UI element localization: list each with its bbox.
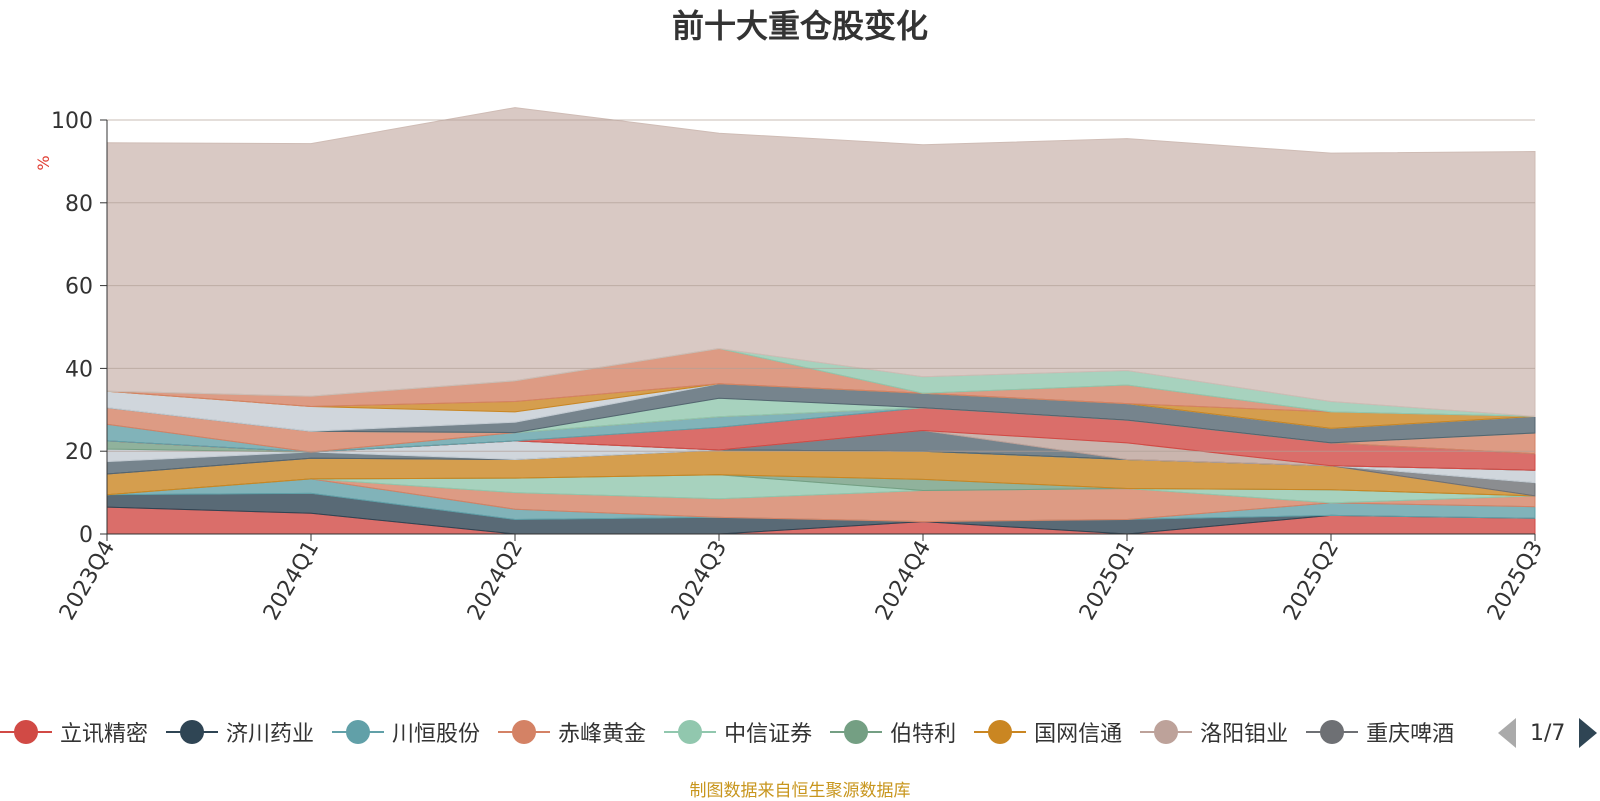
legend-marker-icon [664, 720, 717, 744]
legend-label: 伯特利 [890, 722, 957, 747]
area-series-23 [106, 107, 1536, 417]
legend-marker-icon [498, 720, 551, 744]
legend-items: 立讯精密 济川药业 川恒股份 赤峰黄金 中信证券 伯特利 国网信通 洛阳钼业 重庆啤酒 [0, 712, 1472, 752]
legend-item[interactable]: 中信证券 [664, 716, 812, 748]
legend-item[interactable]: 川恒股份 [332, 716, 480, 748]
x-tick-label: 2025Q1 [1075, 537, 1140, 625]
legend-marker-icon [166, 720, 219, 744]
legend-label: 洛阳钼业 [1200, 722, 1289, 747]
stacked-area-chart: 前十大重仓股变化 % 0 20 40 60 80 100 2023Q4 2024Q1 2024Q… [34, 7, 1548, 625]
legend-prev-page-icon[interactable] [1498, 718, 1516, 748]
legend: 立讯精密 济川药业 川恒股份 赤峰黄金 中信证券 伯特利 国网信通 洛阳钼业 重庆啤酒 [0, 712, 1482, 752]
y-tick-label: 20 [65, 440, 93, 465]
legend-pager: 1/7 [1498, 718, 1598, 748]
legend-label: 中信证券 [724, 722, 813, 747]
legend-item[interactable]: 伯特利 [830, 716, 956, 748]
legend-label: 国网信通 [1034, 722, 1123, 747]
legend-label: 济川药业 [226, 722, 315, 747]
data-source-note: 制图数据来自恒生聚源数据库 [689, 781, 911, 801]
y-axis-label: % [34, 155, 53, 170]
legend-marker-icon [332, 720, 385, 744]
legend-item[interactable]: 立讯精密 [0, 716, 148, 748]
y-tick-label: 0 [79, 523, 93, 548]
x-tick-label: 2024Q3 [667, 537, 732, 625]
legend-marker-icon [830, 720, 883, 744]
legend-label: 川恒股份 [392, 722, 481, 747]
legend-item[interactable]: 济川药业 [166, 716, 314, 748]
legend-marker-icon [1306, 720, 1359, 744]
legend-label: 赤峰黄金 [558, 722, 647, 747]
y-tick-label: 60 [65, 275, 93, 300]
x-tick-label: 2025Q2 [1279, 537, 1344, 625]
legend-marker-icon [1140, 720, 1193, 744]
legend-marker-icon [0, 720, 52, 744]
y-tick-label: 80 [65, 192, 93, 217]
legend-label: 立讯精密 [60, 722, 149, 747]
x-tick-label: 2024Q2 [463, 537, 528, 625]
legend-item[interactable]: 洛阳钼业 [1140, 716, 1288, 748]
x-tick-label: 2025Q3 [1483, 537, 1548, 625]
legend-item[interactable]: 重庆啤酒 [1306, 716, 1454, 748]
y-tick-label: 40 [65, 357, 93, 382]
legend-next-page-icon[interactable] [1579, 718, 1598, 748]
x-tick-label: 2024Q1 [259, 537, 324, 625]
grid-lines [107, 119, 1535, 452]
legend-label: 重庆啤酒 [1366, 722, 1455, 747]
legend-item[interactable]: 赤峰黄金 [498, 716, 646, 748]
chart-title: 前十大重仓股变化 [672, 7, 928, 45]
y-tick-label: 100 [51, 109, 93, 134]
area-layers [106, 107, 1536, 535]
x-tick-label: 2024Q4 [871, 537, 936, 625]
legend-page-indicator: 1/7 [1530, 720, 1566, 746]
x-tick-label: 2023Q4 [55, 537, 120, 625]
legend-item[interactable]: 国网信通 [974, 716, 1122, 748]
legend-marker-icon [974, 720, 1027, 744]
